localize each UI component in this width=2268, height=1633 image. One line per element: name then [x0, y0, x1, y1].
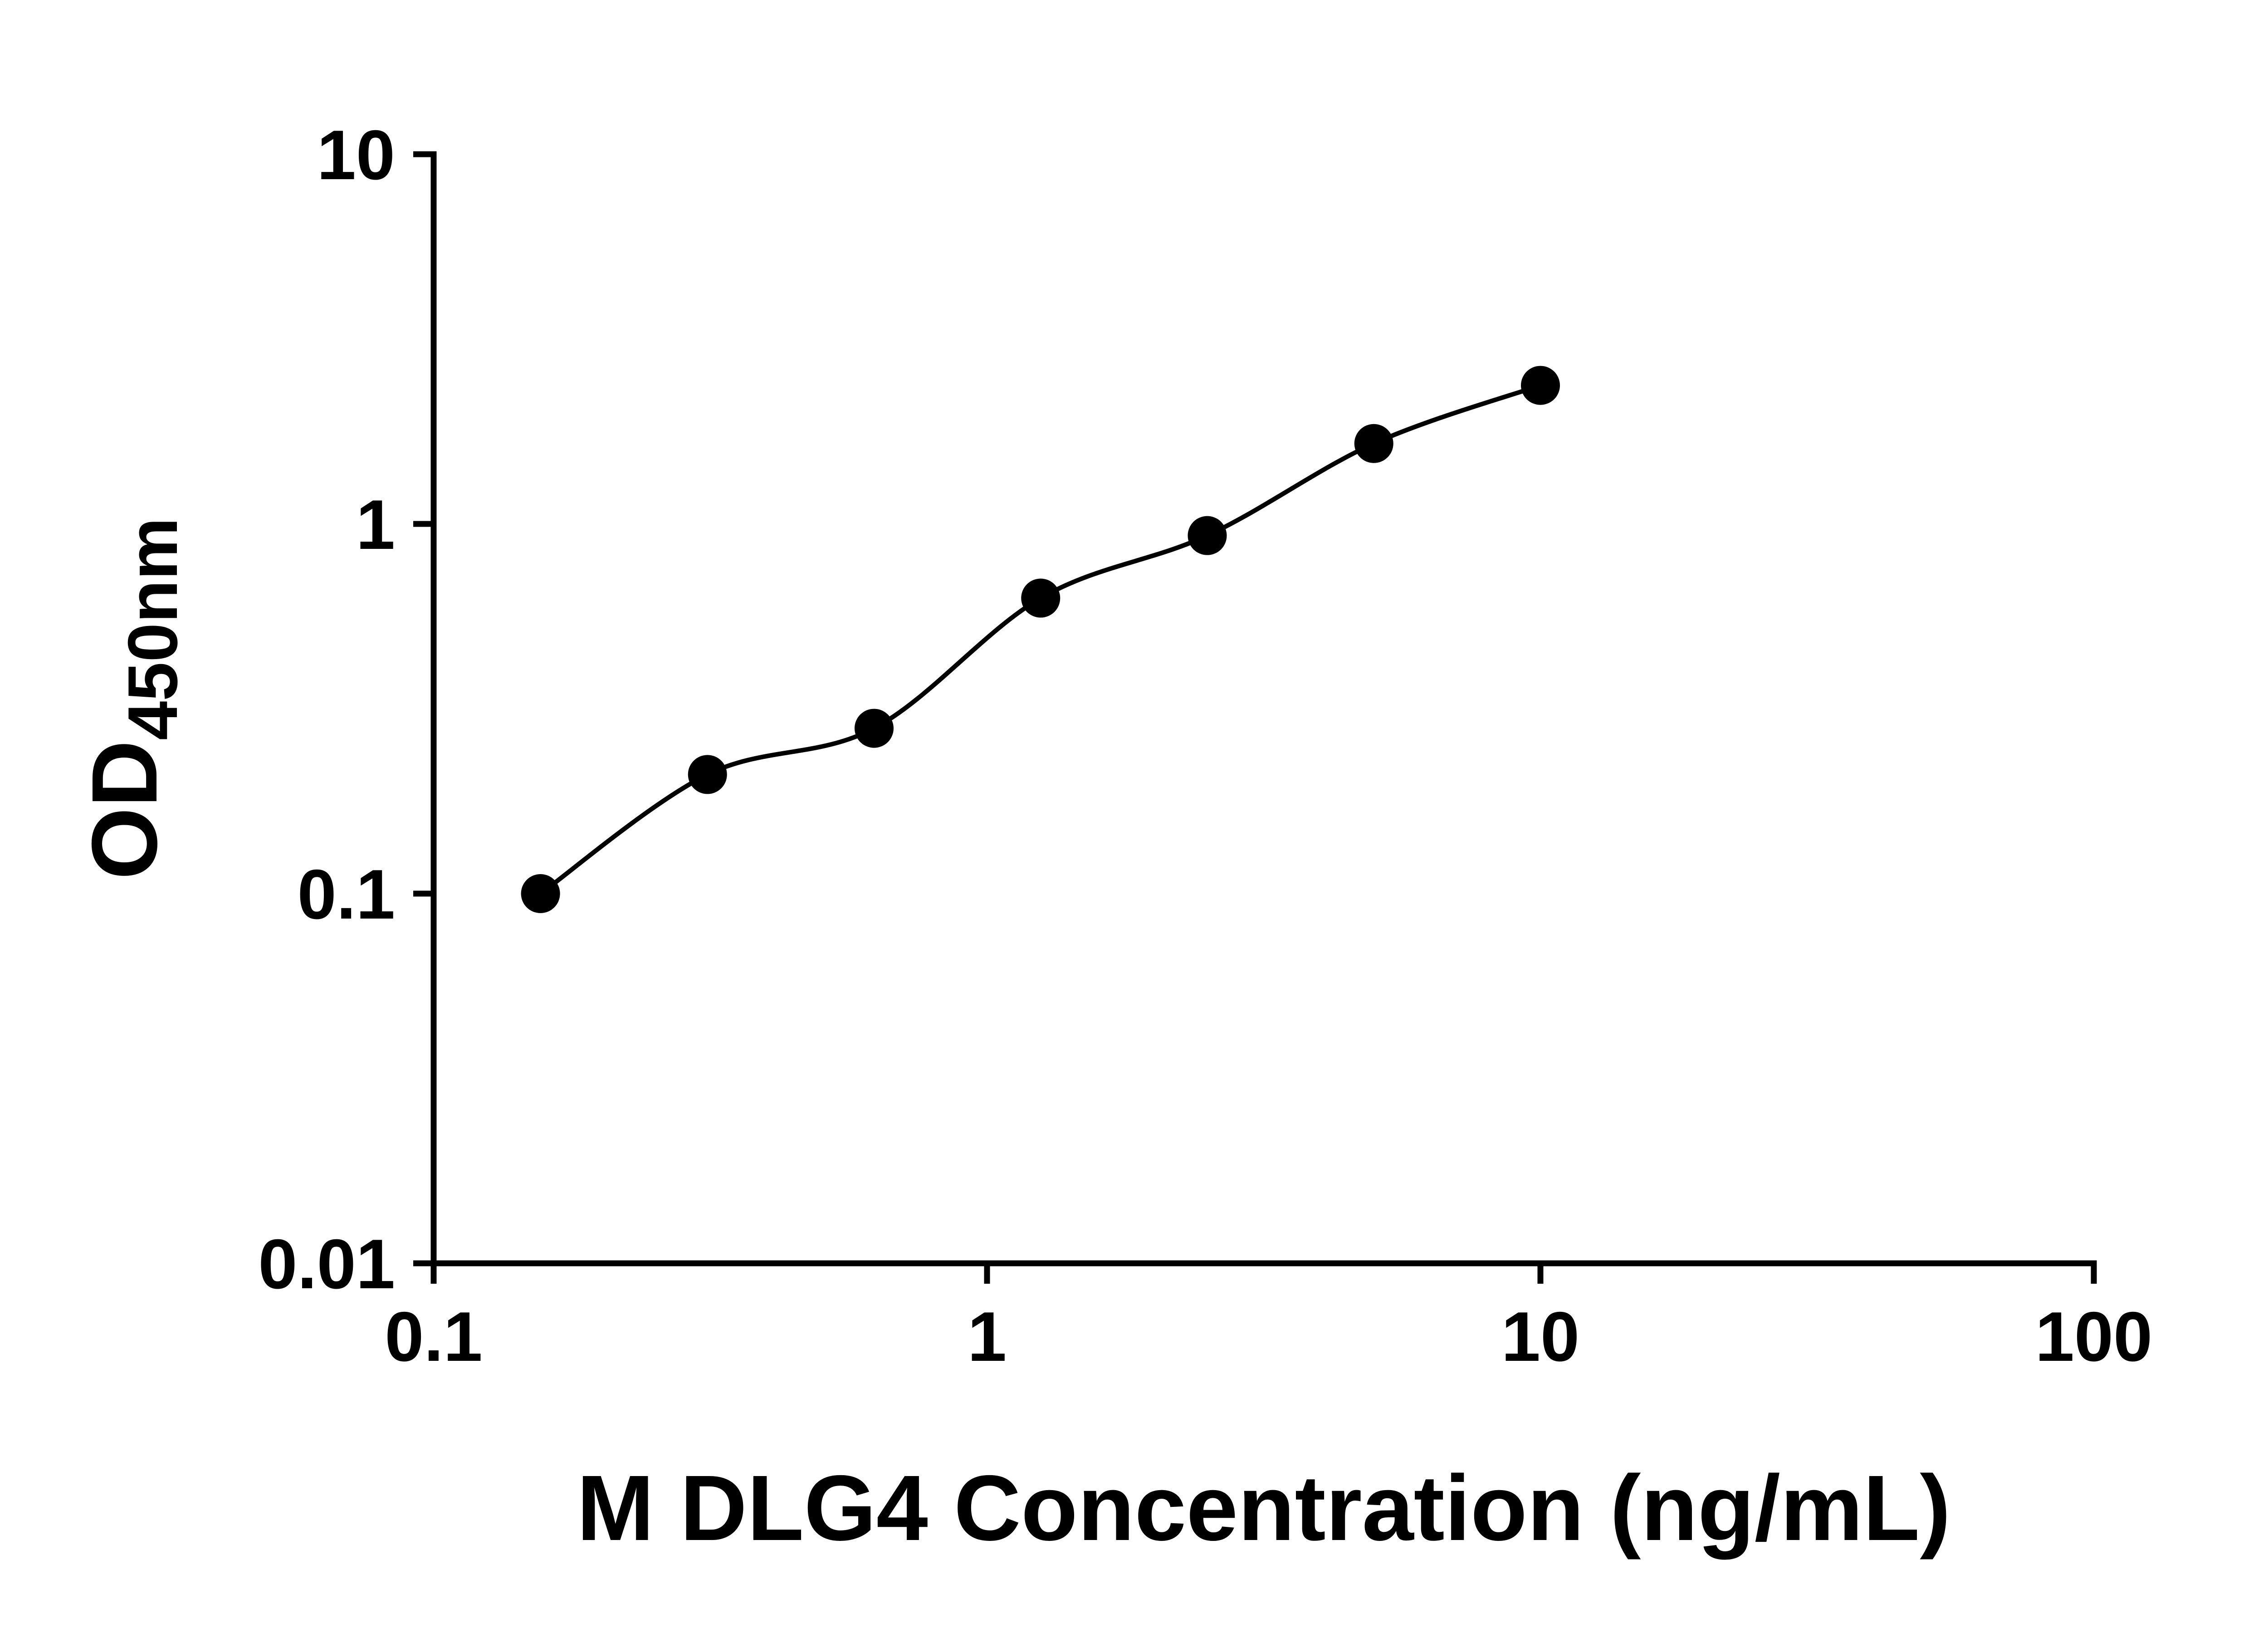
axes [430, 151, 2097, 1266]
data-point [1021, 578, 1061, 618]
y-tick-label: 1 [356, 485, 395, 564]
y-axis-title-main: OD [73, 740, 176, 880]
y-tick-label: 0.1 [298, 855, 395, 934]
y-tick-label: 0.01 [258, 1225, 395, 1303]
y-axis-title: OD450nm [73, 518, 192, 880]
y-axis-title-subscript: 450nm [113, 518, 192, 740]
x-tick-label: 10 [1501, 1297, 1579, 1376]
data-point [521, 874, 560, 913]
data-point [854, 709, 894, 748]
data-point [688, 755, 727, 794]
x-tick-label: 100 [2035, 1297, 2153, 1376]
x-tick-label: 0.1 [385, 1297, 482, 1376]
y-tick-label: 10 [317, 116, 395, 194]
x-tick-label: 1 [968, 1297, 1007, 1376]
fit-curve [539, 383, 1541, 896]
data-point [1188, 516, 1227, 555]
data-point [1354, 424, 1393, 463]
data-point [1521, 366, 1560, 405]
x-axis-title: M DLG4 Concentration (ng/mL) [577, 1456, 1950, 1560]
